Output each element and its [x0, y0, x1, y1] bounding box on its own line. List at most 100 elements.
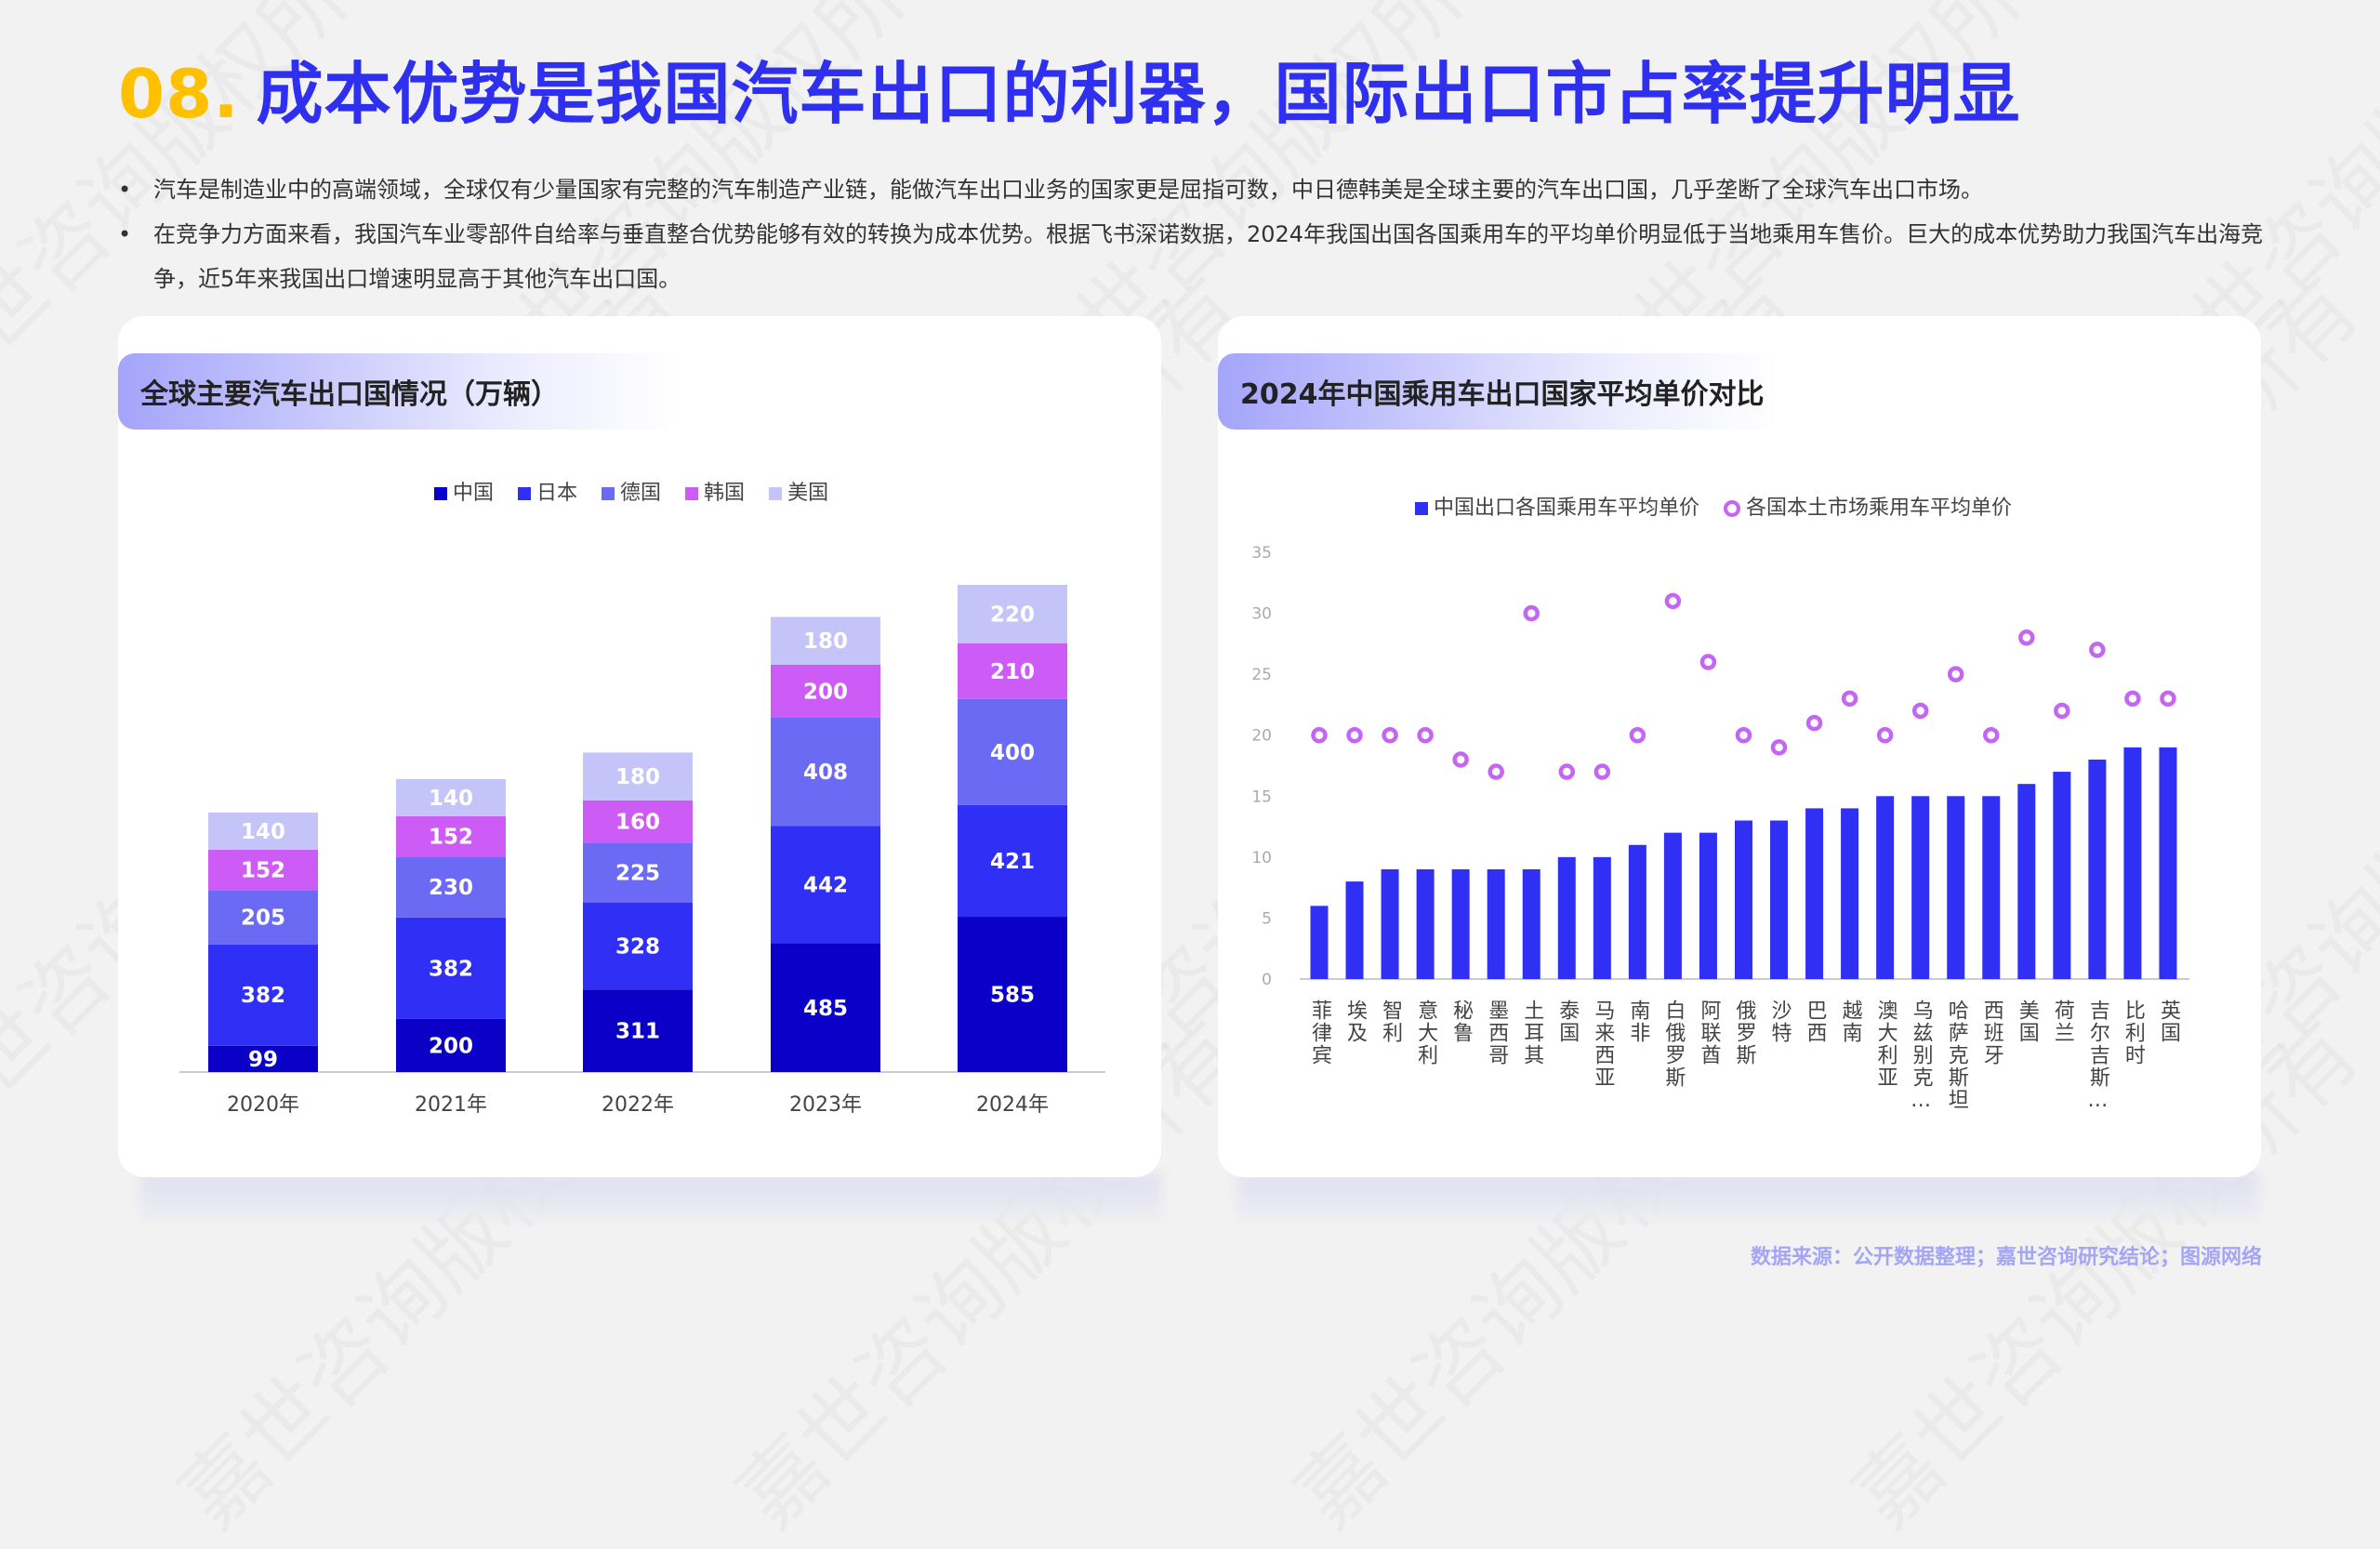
bar-segment	[771, 943, 880, 1072]
bar-segment	[583, 800, 693, 843]
bar	[1876, 796, 1895, 979]
legend-item: 美国	[769, 476, 828, 506]
data-label: 180	[803, 629, 848, 654]
bar	[1805, 808, 1824, 979]
y-tick-label: 25	[1251, 666, 1272, 684]
right-panel-title: 2024年中国乘用车出口国家平均单价对比	[1218, 353, 1779, 430]
x-tick-label: 巴西	[1803, 1000, 1827, 1044]
data-label: 205	[241, 906, 285, 930]
left-legend: 中国 日本 德国 韩国 美国	[434, 476, 828, 506]
legend-item: 中国	[434, 476, 494, 506]
scatter-point	[1452, 751, 1469, 768]
bar	[1451, 868, 1470, 979]
scatter-point	[1558, 763, 1576, 780]
bar-segment	[208, 944, 318, 1046]
bar	[1841, 808, 1859, 979]
scatter-point	[1805, 714, 1823, 732]
card-shadow	[139, 1173, 1162, 1220]
x-tick-label: 比利时	[2121, 1000, 2145, 1066]
data-label: 220	[990, 602, 1035, 627]
scatter-point	[1911, 702, 1929, 720]
legend-label: 日本	[536, 482, 578, 505]
legend-label: 中国出口各国乘用车平均单价	[1434, 496, 1700, 520]
legend-swatch	[769, 487, 783, 500]
bar-segment	[396, 1018, 506, 1072]
data-label: 200	[429, 1034, 473, 1058]
bar	[2053, 772, 2071, 979]
data-label: 311	[615, 1020, 660, 1044]
scatter-point	[2089, 642, 2106, 658]
bar-segment	[396, 778, 506, 816]
bar-segment	[771, 664, 880, 718]
scatter-point	[1311, 726, 1328, 744]
legend-label: 各国本土市场乘用车平均单价	[1746, 496, 2013, 520]
scatter-point	[1735, 726, 1752, 744]
bar-segment	[208, 849, 318, 891]
bar-segment	[583, 752, 693, 801]
bar	[1593, 856, 1611, 979]
bar	[1381, 868, 1399, 979]
bullet-item: 汽车是制造业中的高端领域，全球仅有少量国家有完整的汽车制造产业链，能做汽车出口业…	[118, 167, 2284, 212]
x-tick-label: 哈萨克斯坦	[1944, 1000, 1968, 1111]
scatter-point	[1699, 654, 1717, 670]
card-shadow	[1236, 1173, 2259, 1220]
data-label: 382	[241, 984, 285, 1008]
y-tick-label: 0	[1262, 971, 1272, 989]
x-tick-label: 吉尔吉斯…	[2085, 1000, 2109, 1114]
x-tick-label: 泰国	[1555, 1000, 1580, 1044]
bar	[2088, 759, 2107, 979]
scatter-point	[1947, 666, 1964, 682]
data-label: 408	[803, 761, 848, 785]
x-tick-label: 乌兹别克…	[1909, 1000, 1933, 1114]
x-tick-label: 西班牙	[1979, 1000, 2003, 1066]
page-title: 08. 成本优势是我国汽车出口的利器，国际出口市占率提升明显	[118, 39, 2021, 137]
scatter-point	[1629, 726, 1646, 744]
scatter-point	[1382, 726, 1398, 744]
scatter-point	[1841, 690, 1858, 708]
bar-segment	[958, 642, 1067, 699]
data-label: 225	[615, 862, 660, 886]
x-tick-label: 澳大利亚	[1873, 1000, 1897, 1089]
data-label: 152	[429, 826, 473, 850]
x-tick-label: 秘鲁	[1449, 1000, 1474, 1044]
right-legend: 中国出口各国乘用车平均单价 各国本土市场乘用车平均单价	[1415, 491, 2012, 521]
legend-item: 德国	[602, 476, 661, 506]
x-tick-label: 英国	[2156, 1000, 2180, 1044]
bar	[2123, 747, 2142, 979]
x-tick-label: 荷兰	[2050, 1000, 2074, 1044]
scatter-point	[1983, 726, 2000, 744]
left-panel-title: 全球主要汽车出口国情况（万辆）	[118, 353, 680, 430]
data-label: 442	[803, 874, 848, 898]
bar	[1628, 844, 1646, 979]
bar-segment	[958, 804, 1067, 918]
scatter-point	[2018, 629, 2035, 646]
scatter-point	[1770, 739, 1788, 756]
bar	[1770, 820, 1789, 979]
bar-segment	[208, 890, 318, 945]
bar-segment	[583, 902, 693, 990]
bar-segment	[771, 717, 880, 827]
data-label: 421	[990, 850, 1035, 874]
bar	[1522, 868, 1540, 979]
bullet-item: 在竞争力方面来看，我国汽车业零部件自给率与垂直整合优势能够有效的转换为成本优势。…	[118, 212, 2284, 301]
data-label: 160	[615, 811, 660, 835]
x-tick-label: 2021年	[415, 1093, 487, 1117]
scatter-point	[2054, 702, 2070, 720]
bar-segment	[771, 826, 880, 944]
bar-segment	[958, 698, 1067, 805]
data-label: 382	[429, 957, 473, 981]
bar	[1947, 796, 1965, 979]
x-tick-label: 2020年	[227, 1093, 299, 1117]
y-tick-label: 5	[1262, 909, 1272, 928]
data-label: 140	[241, 820, 285, 844]
x-tick-label: 智利	[1379, 1000, 1403, 1044]
title-text: 成本优势是我国汽车出口的利器，国际出口市占率提升明显	[256, 55, 2021, 133]
legend-swatch	[685, 487, 699, 500]
x-tick-label: 埃及	[1343, 1000, 1368, 1044]
legend-label: 美国	[787, 482, 829, 505]
y-tick-label: 35	[1251, 544, 1272, 563]
x-tick-label: 白俄罗斯	[1661, 1000, 1686, 1089]
bar	[1734, 820, 1752, 979]
scatter-point	[1523, 604, 1540, 622]
bar	[1663, 832, 1682, 979]
